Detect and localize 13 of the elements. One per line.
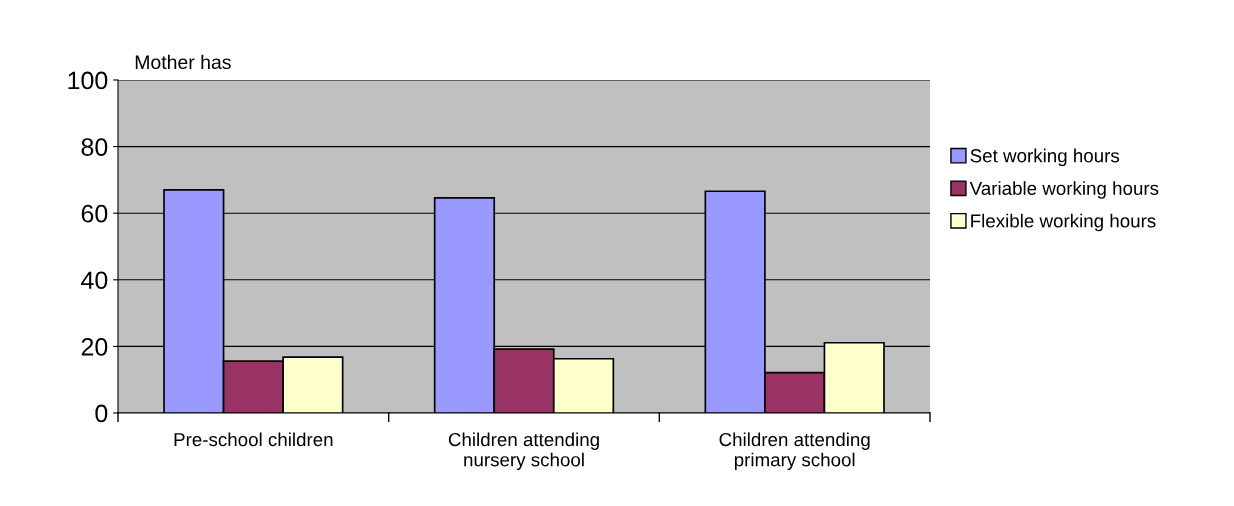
- y-tick-label: 100: [68, 71, 108, 90]
- y-tick-label: 40: [81, 271, 108, 290]
- y-tick-label: 60: [81, 204, 108, 223]
- x-tick-label: Pre-school children: [174, 432, 333, 447]
- legend-label: Set working hours: [970, 148, 1120, 167]
- x-tick-label: Children attending primary school: [719, 432, 870, 471]
- y-tick-label: 0: [95, 404, 108, 423]
- legend-label: Flexible working hours: [971, 213, 1156, 232]
- x-tick-label: Children attending nursery school: [448, 432, 599, 471]
- y-tick-label: 20: [81, 338, 108, 356]
- y-tick-label: 80: [81, 138, 108, 156]
- legend-label: Variable working hours: [969, 181, 1159, 199]
- chart-title: Mother has: [135, 54, 231, 70]
